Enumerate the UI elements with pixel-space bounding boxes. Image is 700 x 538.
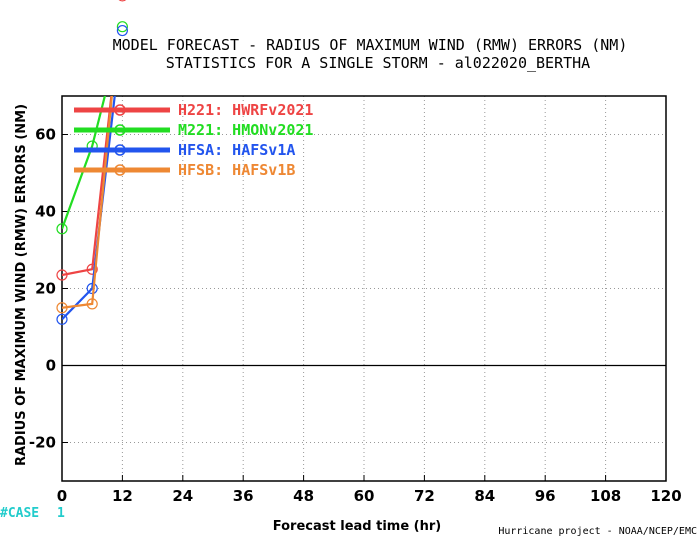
series-line	[62, 96, 116, 321]
x-tick-label: 48	[293, 487, 314, 505]
data-point	[56, 269, 68, 281]
x-tick-label: 36	[233, 487, 254, 505]
credit-text: Hurricane project - NOAA/NCEP/EMC	[498, 526, 697, 537]
data-point	[56, 302, 68, 314]
series-line	[62, 96, 113, 277]
y-tick-labels: -20 0 20 40 60	[29, 126, 56, 452]
legend-item: M221: HMONv2021	[74, 121, 313, 139]
data-point	[86, 263, 98, 275]
series-line	[62, 96, 106, 230]
x-tick-label: 24	[172, 487, 193, 505]
x-axis-label: Forecast lead time (hr)	[273, 519, 441, 534]
legend-item: HFSB: HAFSv1B	[74, 161, 295, 179]
data-point	[56, 313, 68, 325]
legend-label: HFSB: HAFSv1B	[178, 161, 295, 179]
legend-marker	[114, 104, 126, 116]
y-tick-label: 60	[35, 126, 56, 144]
y-tick-label: -20	[29, 434, 56, 452]
series-lines	[56, 0, 129, 325]
series-line	[62, 96, 113, 309]
x-tick-label: 72	[414, 487, 435, 505]
x-tick-label: 0	[57, 487, 67, 505]
case-label: #CASE 1	[0, 506, 65, 521]
x-tick-label: 96	[535, 487, 556, 505]
legend-item: H221: HWRFv2021	[74, 101, 313, 119]
legend-marker	[114, 124, 126, 136]
legend: H221: HWRFv2021 M221: HMONv2021 HFSA: HAFS…	[74, 101, 313, 179]
y-tick-label: 0	[46, 357, 56, 375]
x-tick-label: 84	[474, 487, 495, 505]
legend-marker	[114, 164, 126, 176]
data-point	[86, 298, 98, 310]
x-tick-labels: 0 12 24 36 48 60 72 84 96 108 120	[57, 487, 682, 505]
legend-item: HFSA: HAFSv1A	[74, 141, 295, 159]
chart-title: MODEL FORECAST - RADIUS OF MAXIMUM WIND …	[113, 36, 628, 54]
x-tick-label: 12	[112, 487, 133, 505]
legend-label: M221: HMONv2021	[178, 121, 313, 139]
y-tick-label: 40	[35, 203, 56, 221]
series	[56, 96, 113, 314]
x-tick-label: 108	[590, 487, 621, 505]
case-label-text: #CASE	[0, 506, 39, 521]
series	[56, 24, 129, 325]
data-point	[116, 24, 129, 37]
data-point	[116, 21, 129, 33]
case-count: 1	[57, 506, 65, 521]
chart-subtitle: STATISTICS FOR A SINGLE STORM - al022020…	[166, 54, 590, 72]
y-tick-label: 20	[35, 280, 56, 298]
legend-label: HFSA: HAFSv1A	[178, 141, 295, 159]
plot-frame	[61, 95, 667, 482]
series	[56, 0, 127, 281]
x-tick-label: 60	[354, 487, 375, 505]
data-point	[118, 0, 127, 2]
grid	[61, 96, 667, 481]
data-point	[56, 223, 68, 235]
y-axis-label: RADIUS OF MAXIMUM WIND (RMW) ERRORS (NM)	[14, 104, 29, 466]
legend-label: H221: HWRFv2021	[178, 101, 313, 119]
x-tick-label: 120	[650, 487, 681, 505]
legend-marker	[114, 144, 126, 156]
